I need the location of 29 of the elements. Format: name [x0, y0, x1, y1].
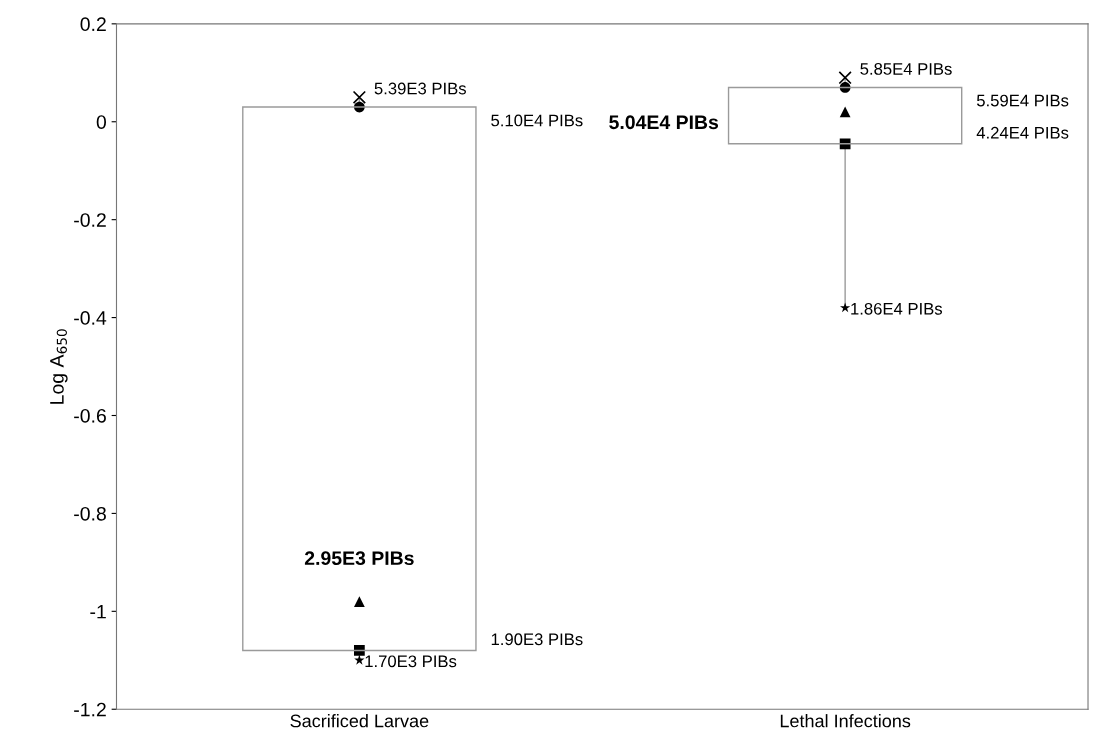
annotation: 4.24E4 PIBs	[976, 126, 1069, 139]
point	[354, 654, 365, 665]
y-axis-title: Log A$_{650}$	[50, 329, 68, 404]
data-label: 1.70E3 PIBs	[365, 655, 457, 668]
y-tick-label: -0.4	[74, 311, 107, 325]
y-tick-label: -0.6	[74, 408, 106, 423]
data-label: 1.86E4 PIBs	[851, 302, 943, 315]
point	[838, 71, 852, 85]
x-tick-label: Lethal Infections	[780, 714, 911, 728]
y-tick-label: -1.2	[74, 702, 106, 717]
data-label: 5.85E4 PIBs	[860, 63, 952, 75]
point	[353, 645, 365, 656]
point	[839, 138, 851, 150]
y-tick-label: 0.2	[80, 17, 106, 32]
y-tick-label: -1	[90, 604, 106, 619]
y-tick-label: 0	[96, 115, 107, 129]
y-tick-label: -0.2	[74, 213, 106, 227]
point	[353, 596, 365, 607]
annotation: 1.90E3 PIBs	[491, 633, 583, 646]
annotation: 2.95E3 PIBs	[304, 551, 414, 566]
annotation: 5.59E4 PIBs	[976, 94, 1069, 107]
point	[839, 106, 851, 118]
y-tick-label: -0.8	[74, 506, 106, 521]
x-tick-label: Sacrificed Larvae	[290, 714, 429, 728]
point	[840, 302, 851, 313]
point	[352, 90, 367, 104]
annotation: 5.10E4 PIBs	[491, 114, 583, 127]
data-label: 5.39E3 PIBs	[374, 82, 466, 95]
annotation: 5.04E4 PIBs	[609, 115, 719, 130]
